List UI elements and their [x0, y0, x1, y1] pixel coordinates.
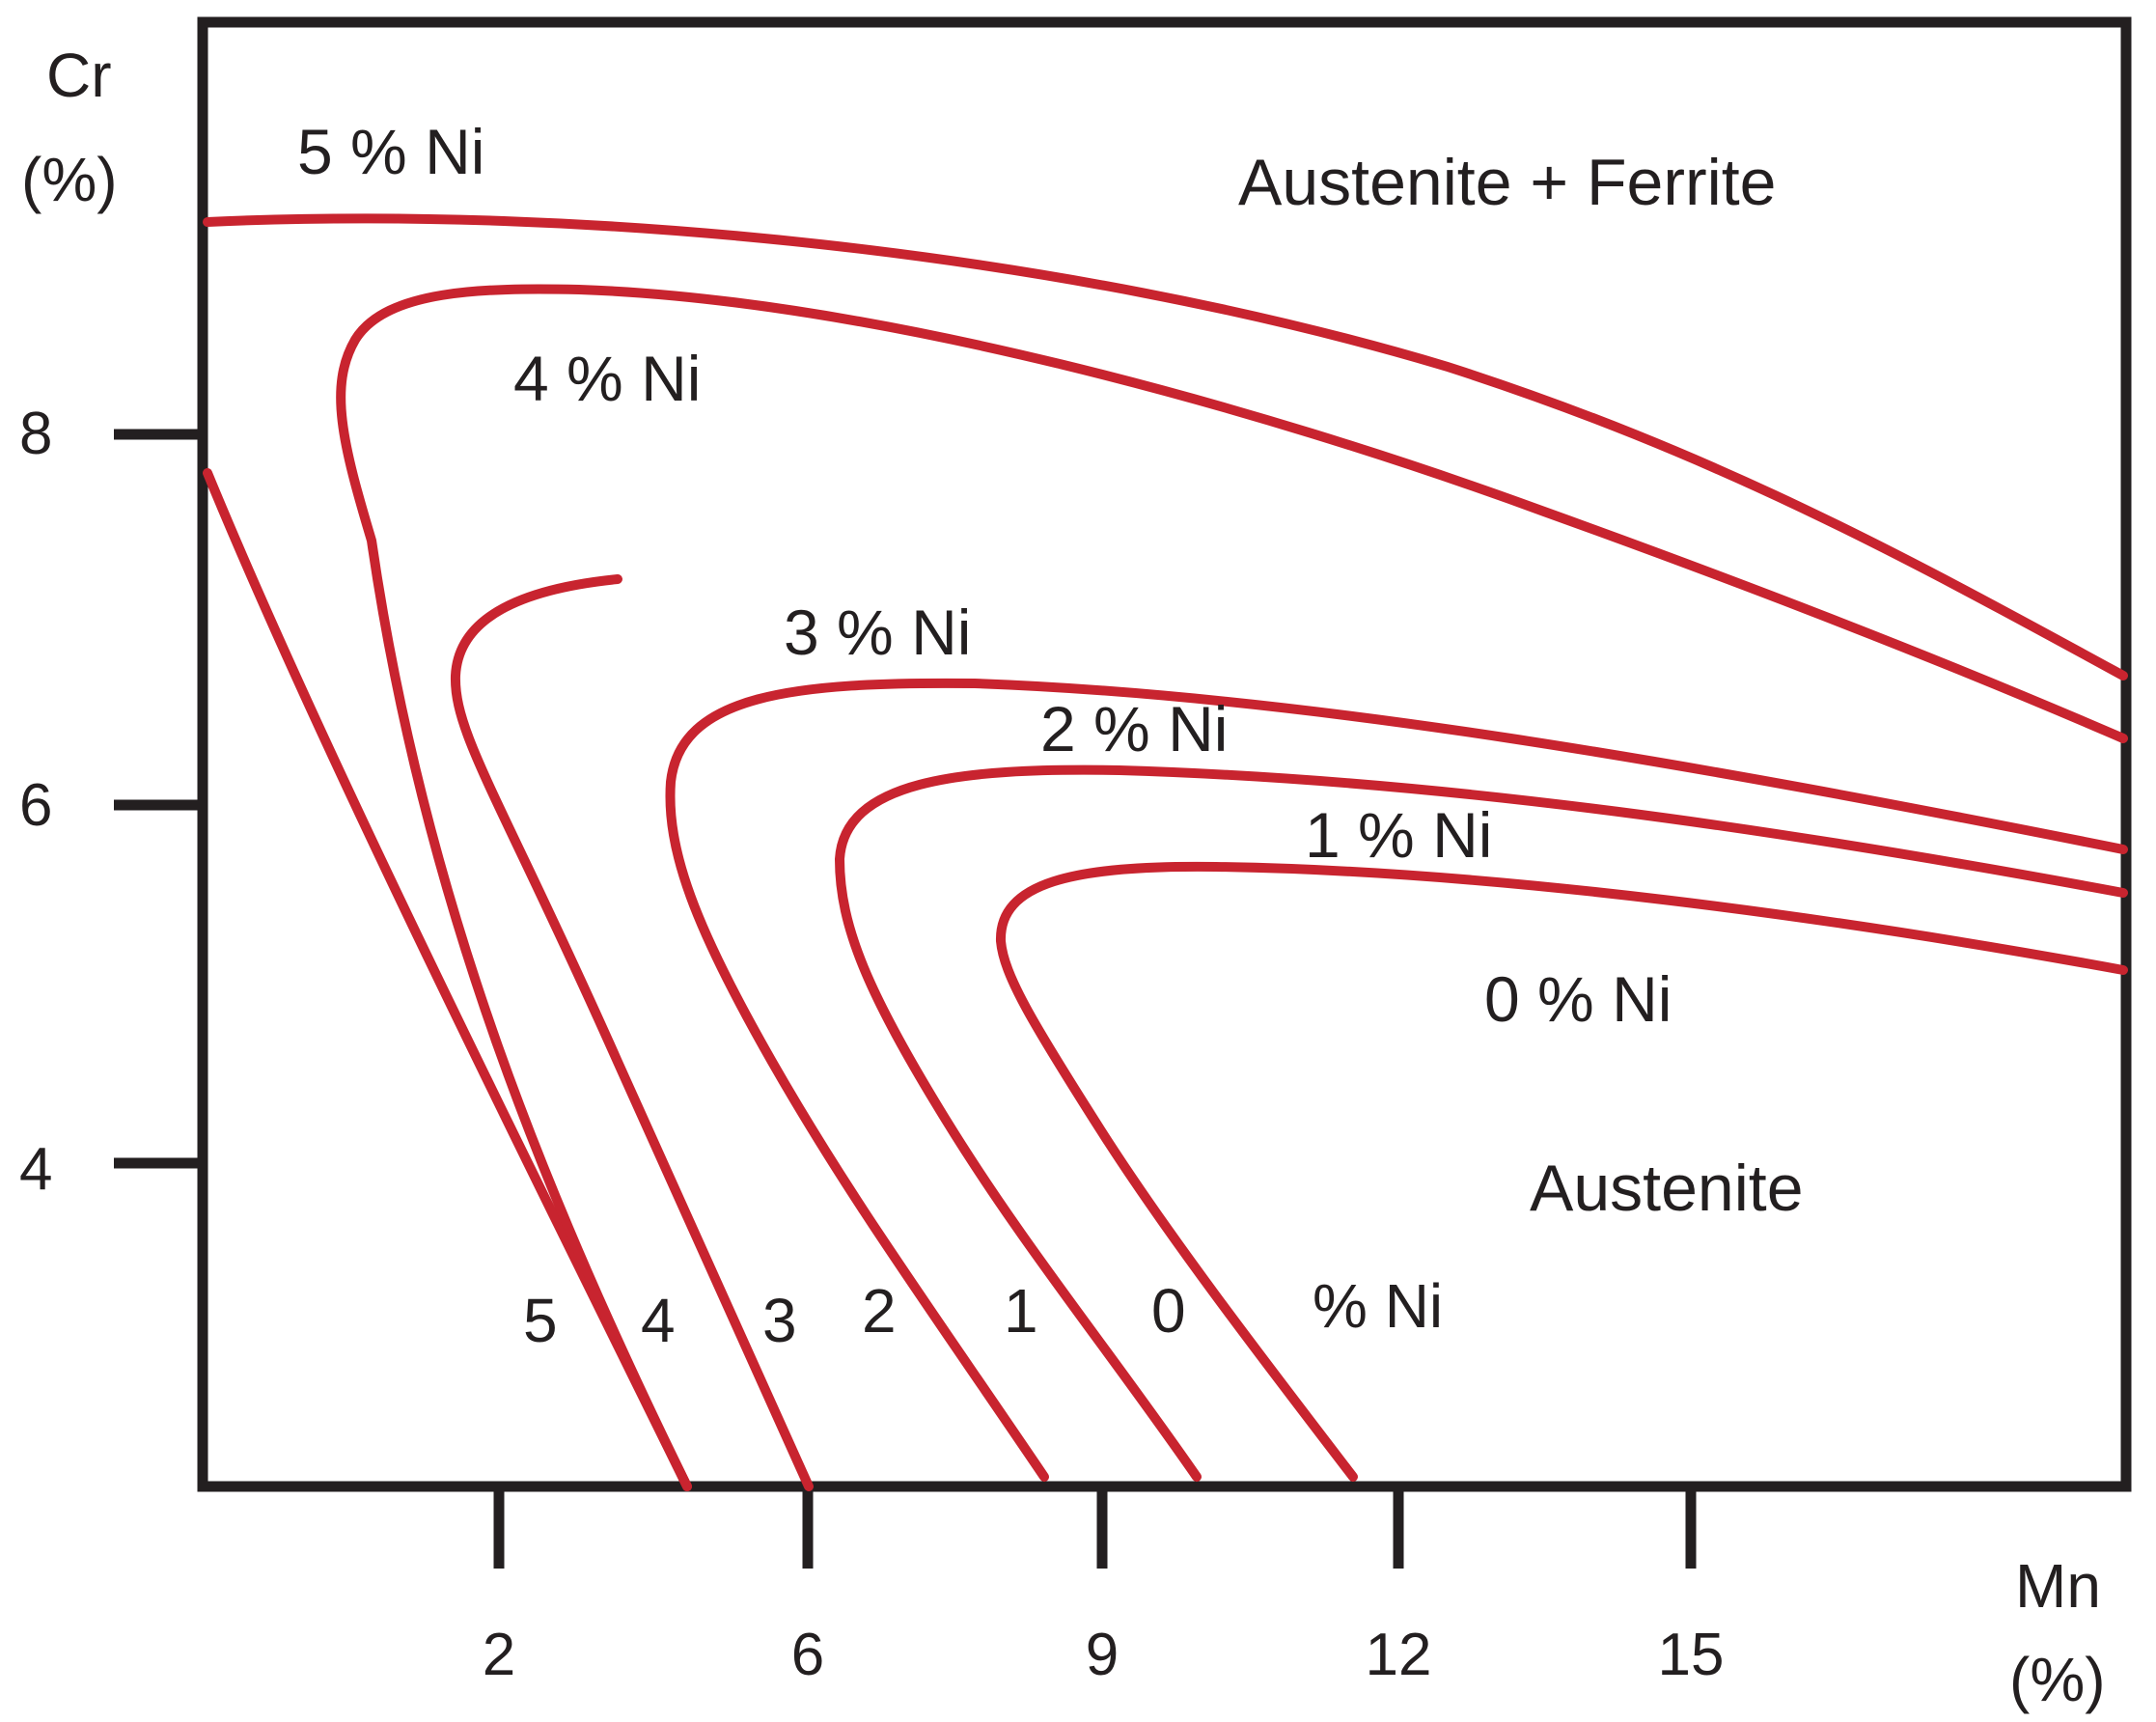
x-axis-title-bottom: (%) — [2009, 1645, 2106, 1714]
x-tick-label: 9 — [1086, 1622, 1119, 1688]
curve-label-3-ni: 3 % Ni — [784, 597, 971, 668]
curve-3-ni-upper — [665, 678, 2128, 1482]
y-tick-label: 8 — [19, 401, 52, 467]
x-tick-label: 6 — [791, 1622, 824, 1688]
y-axis-title-bottom: (%) — [21, 145, 118, 214]
y-axis — [114, 429, 203, 1169]
bottom-ni-label: 4 — [641, 1286, 676, 1355]
curve-2-ni — [835, 764, 2128, 1482]
bottom-ni-label: 1 — [1004, 1276, 1038, 1346]
curve-label-2-ni: 2 % Ni — [1040, 693, 1228, 764]
curve-label-1-ni: 1 % Ni — [1305, 799, 1492, 871]
bottom-unit-label: % Ni — [1313, 1271, 1443, 1341]
bottom-ni-label: 2 — [862, 1276, 897, 1346]
curves — [203, 213, 2128, 1491]
curve-label-4-ni: 4 % Ni — [513, 343, 701, 414]
x-axis — [493, 1486, 1697, 1569]
curve-4-ni — [336, 284, 2128, 1491]
x-tick-label: 2 — [483, 1622, 515, 1688]
bottom-ni-label: 0 — [1151, 1276, 1186, 1346]
curve-5-ni — [203, 213, 2128, 680]
y-axis-title-top: Cr — [46, 41, 112, 110]
curve-label-5-ni: 5 % Ni — [297, 116, 484, 187]
x-axis-title-top: Mn — [2015, 1551, 2101, 1621]
curve-label-0-ni: 0 % Ni — [1484, 963, 1672, 1035]
plot-frame — [197, 16, 2132, 1492]
bottom-ni-label: 5 — [523, 1286, 558, 1355]
curve-3-ni — [450, 574, 814, 1491]
curve-1-ni — [995, 861, 2128, 1482]
x-tick-label: 15 — [1658, 1622, 1725, 1688]
y-tick-label: 6 — [19, 772, 52, 839]
x-tick-label: 12 — [1366, 1622, 1432, 1688]
y-tick-label: 4 — [19, 1136, 52, 1203]
region-label-austenite: Austenite — [1530, 1152, 1804, 1225]
bottom-ni-label: 3 — [762, 1286, 797, 1355]
region-label-austenite-ferrite: Austenite + Ferrite — [1238, 146, 1776, 219]
